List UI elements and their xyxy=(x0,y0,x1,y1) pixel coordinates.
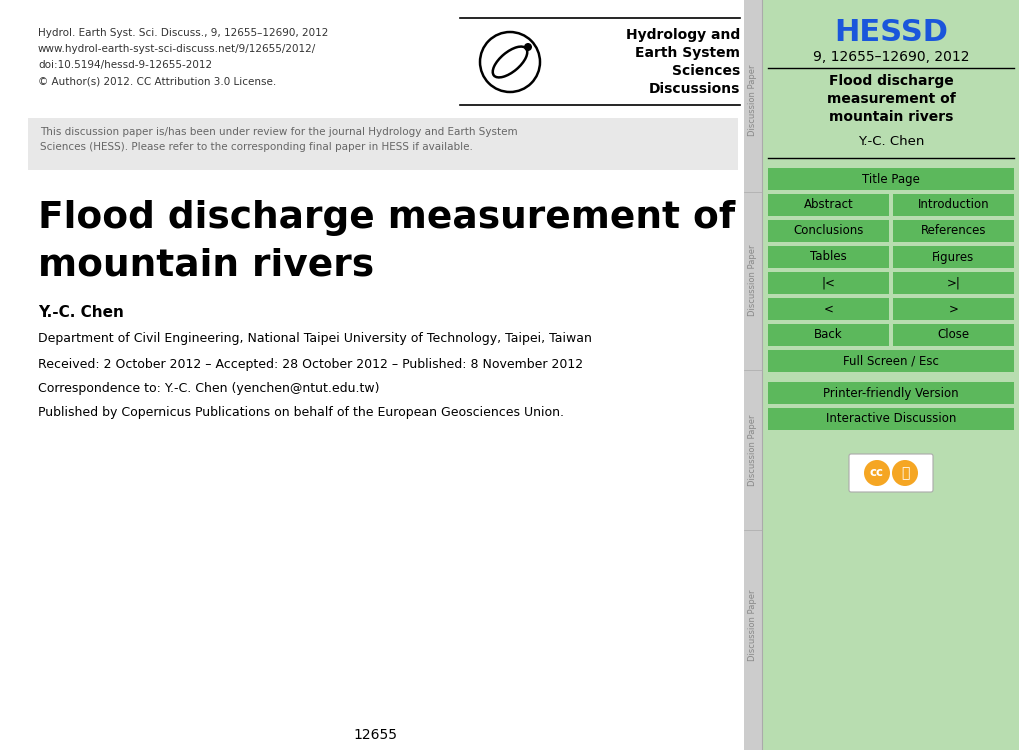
Text: Y.-C. Chen: Y.-C. Chen xyxy=(38,305,123,320)
Text: >|: >| xyxy=(946,277,960,290)
Text: Abstract: Abstract xyxy=(803,199,853,211)
Bar xyxy=(767,220,889,242)
Text: mountain rivers: mountain rivers xyxy=(38,248,374,284)
Bar xyxy=(28,118,738,170)
Text: Discussion Paper: Discussion Paper xyxy=(748,64,757,136)
Text: Received: 2 October 2012 – Accepted: 28 October 2012 – Published: 8 November 201: Received: 2 October 2012 – Accepted: 28 … xyxy=(38,358,583,371)
Text: <: < xyxy=(822,302,833,316)
Text: Discussions: Discussions xyxy=(648,82,739,96)
Text: |<: |< xyxy=(820,277,835,290)
Text: Discussion Paper: Discussion Paper xyxy=(748,590,757,661)
Bar xyxy=(767,324,889,346)
Text: Discussion Paper: Discussion Paper xyxy=(748,244,757,316)
Bar xyxy=(892,272,1013,294)
Text: Title Page: Title Page xyxy=(861,172,919,185)
Bar xyxy=(743,0,761,750)
Bar xyxy=(767,350,1013,372)
Text: Published by Copernicus Publications on behalf of the European Geosciences Union: Published by Copernicus Publications on … xyxy=(38,406,564,419)
Text: Figures: Figures xyxy=(931,251,974,263)
Text: Close: Close xyxy=(936,328,969,341)
Bar xyxy=(892,220,1013,242)
Text: doi:10.5194/hessd-9-12655-2012: doi:10.5194/hessd-9-12655-2012 xyxy=(38,60,212,70)
Text: Printer-friendly Version: Printer-friendly Version xyxy=(822,386,958,400)
Text: Flood discharge measurement of: Flood discharge measurement of xyxy=(38,200,735,236)
Text: Hydrology and: Hydrology and xyxy=(625,28,739,42)
Text: Tables: Tables xyxy=(809,251,846,263)
Bar xyxy=(892,246,1013,268)
Text: Earth System: Earth System xyxy=(635,46,739,60)
Circle shape xyxy=(892,460,917,486)
Text: Full Screen / Esc: Full Screen / Esc xyxy=(843,355,938,368)
Text: Correspondence to: Y.-C. Chen (yenchen@ntut.edu.tw): Correspondence to: Y.-C. Chen (yenchen@n… xyxy=(38,382,379,395)
Circle shape xyxy=(524,43,532,51)
Text: mountain rivers: mountain rivers xyxy=(828,110,952,124)
Text: Interactive Discussion: Interactive Discussion xyxy=(825,413,955,425)
Circle shape xyxy=(863,460,890,486)
Bar xyxy=(767,272,889,294)
Text: Discussion Paper: Discussion Paper xyxy=(748,414,757,486)
Bar xyxy=(767,168,1013,190)
Text: Back: Back xyxy=(813,328,842,341)
Text: Introduction: Introduction xyxy=(917,199,988,211)
Bar xyxy=(767,246,889,268)
Text: Department of Civil Engineering, National Taipei University of Technology, Taipe: Department of Civil Engineering, Nationa… xyxy=(38,332,591,345)
Text: Y.-C. Chen: Y.-C. Chen xyxy=(857,135,923,148)
Bar xyxy=(892,194,1013,216)
Text: 9, 12655–12690, 2012: 9, 12655–12690, 2012 xyxy=(812,50,968,64)
Bar xyxy=(767,408,1013,430)
Text: ⓘ: ⓘ xyxy=(900,466,908,480)
Bar xyxy=(767,298,889,320)
Bar xyxy=(892,298,1013,320)
Text: Hydrol. Earth Syst. Sci. Discuss., 9, 12655–12690, 2012: Hydrol. Earth Syst. Sci. Discuss., 9, 12… xyxy=(38,28,328,38)
Text: References: References xyxy=(920,224,985,238)
Text: Conclusions: Conclusions xyxy=(793,224,863,238)
Bar xyxy=(767,382,1013,404)
Bar xyxy=(767,194,889,216)
Text: © Author(s) 2012. CC Attribution 3.0 License.: © Author(s) 2012. CC Attribution 3.0 Lic… xyxy=(38,76,276,86)
Text: cc: cc xyxy=(869,466,883,479)
FancyBboxPatch shape xyxy=(848,454,932,492)
Text: This discussion paper is/has been under review for the journal Hydrology and Ear: This discussion paper is/has been under … xyxy=(40,127,517,152)
Text: Sciences: Sciences xyxy=(672,64,739,78)
Text: Flood discharge: Flood discharge xyxy=(827,74,953,88)
Text: >: > xyxy=(948,302,958,316)
Text: measurement of: measurement of xyxy=(825,92,955,106)
Bar xyxy=(761,0,1019,750)
Text: 12655: 12655 xyxy=(353,728,396,742)
Bar xyxy=(892,324,1013,346)
Text: HESSD: HESSD xyxy=(834,18,947,47)
Text: www.hydrol-earth-syst-sci-discuss.net/9/12655/2012/: www.hydrol-earth-syst-sci-discuss.net/9/… xyxy=(38,44,316,54)
Bar xyxy=(0,0,743,750)
